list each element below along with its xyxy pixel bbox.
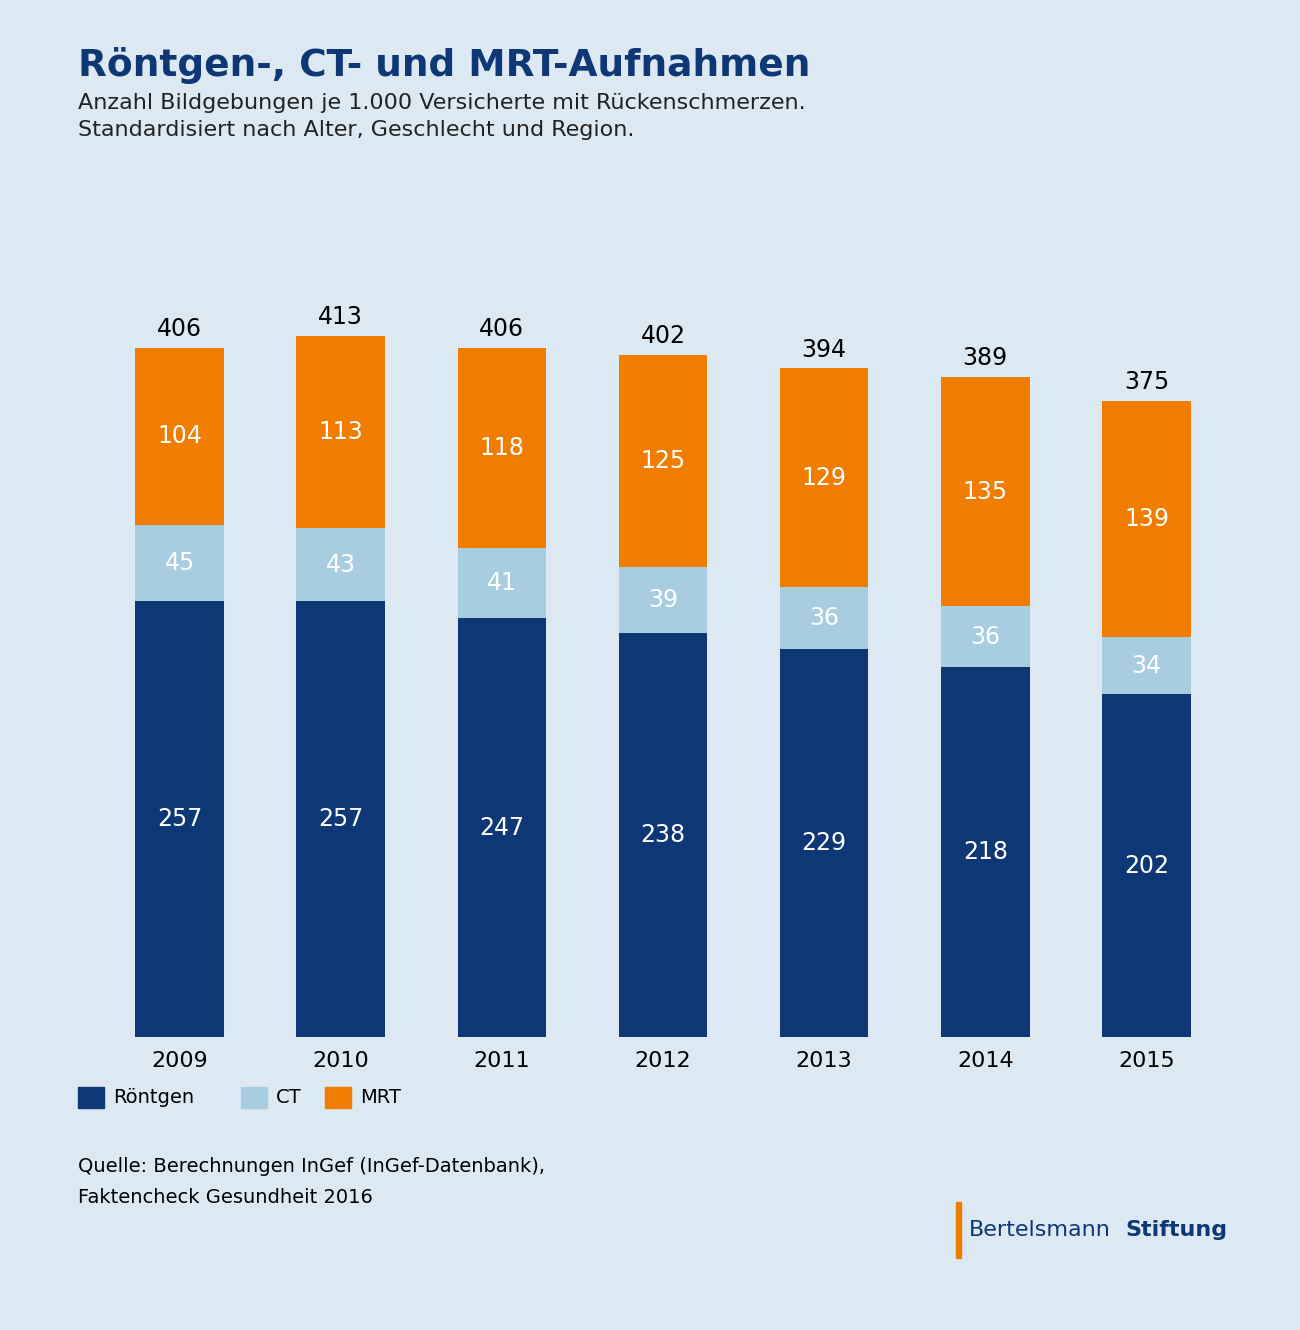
Text: Stiftung: Stiftung xyxy=(1126,1220,1228,1241)
Text: Röntgen-, CT- und MRT-Aufnahmen: Röntgen-, CT- und MRT-Aufnahmen xyxy=(78,47,810,84)
Text: 402: 402 xyxy=(641,325,685,348)
Bar xyxy=(619,567,707,633)
Text: 389: 389 xyxy=(963,346,1008,370)
Text: 139: 139 xyxy=(1124,507,1169,531)
Bar xyxy=(780,368,868,588)
Text: 118: 118 xyxy=(480,436,524,460)
Text: 257: 257 xyxy=(318,807,364,831)
Text: 202: 202 xyxy=(1124,854,1169,878)
Bar xyxy=(780,649,868,1037)
Text: 247: 247 xyxy=(480,815,524,839)
Text: Standardisiert nach Alter, Geschlecht und Region.: Standardisiert nach Alter, Geschlecht un… xyxy=(78,120,634,140)
Bar xyxy=(1102,637,1191,694)
Text: 39: 39 xyxy=(647,588,679,612)
Bar xyxy=(135,348,224,524)
Bar xyxy=(941,376,1030,606)
Bar xyxy=(941,606,1030,668)
Text: 394: 394 xyxy=(802,338,846,362)
Text: 406: 406 xyxy=(157,318,202,342)
Text: Quelle: Berechnungen InGef (InGef-Datenbank),: Quelle: Berechnungen InGef (InGef-Datenb… xyxy=(78,1157,545,1176)
Text: 413: 413 xyxy=(318,306,363,330)
Bar xyxy=(135,601,224,1037)
Bar xyxy=(296,336,385,528)
Bar xyxy=(135,524,224,601)
Text: 257: 257 xyxy=(157,807,203,831)
Text: 36: 36 xyxy=(809,606,838,630)
Text: 34: 34 xyxy=(1131,653,1161,677)
Bar xyxy=(1102,400,1191,637)
Text: CT: CT xyxy=(276,1088,302,1107)
Bar xyxy=(780,588,868,649)
Text: 45: 45 xyxy=(165,551,195,575)
Text: Bertelsmann: Bertelsmann xyxy=(968,1220,1110,1241)
Text: 125: 125 xyxy=(641,450,685,473)
Text: 238: 238 xyxy=(641,823,685,847)
Bar xyxy=(1102,694,1191,1037)
Text: 406: 406 xyxy=(480,318,524,342)
Text: Anzahl Bildgebungen je 1.000 Versicherte mit Rückenschmerzen.: Anzahl Bildgebungen je 1.000 Versicherte… xyxy=(78,93,806,113)
Bar xyxy=(296,601,385,1037)
Bar xyxy=(458,618,546,1037)
Text: 129: 129 xyxy=(802,465,846,489)
Text: MRT: MRT xyxy=(360,1088,400,1107)
Text: 229: 229 xyxy=(802,831,846,855)
Text: 135: 135 xyxy=(963,480,1008,504)
Text: 104: 104 xyxy=(157,424,202,448)
Bar xyxy=(941,668,1030,1037)
Bar xyxy=(458,348,546,548)
Text: 218: 218 xyxy=(963,841,1008,865)
Text: Faktencheck Gesundheit 2016: Faktencheck Gesundheit 2016 xyxy=(78,1188,373,1206)
Bar xyxy=(296,528,385,601)
Text: 43: 43 xyxy=(326,552,356,576)
Text: 36: 36 xyxy=(970,625,1000,649)
Bar xyxy=(458,548,546,618)
Bar xyxy=(619,355,707,567)
Bar xyxy=(619,633,707,1037)
Text: 375: 375 xyxy=(1123,370,1169,394)
Text: Röntgen: Röntgen xyxy=(113,1088,194,1107)
Text: 41: 41 xyxy=(488,571,517,596)
Text: 113: 113 xyxy=(318,420,363,444)
